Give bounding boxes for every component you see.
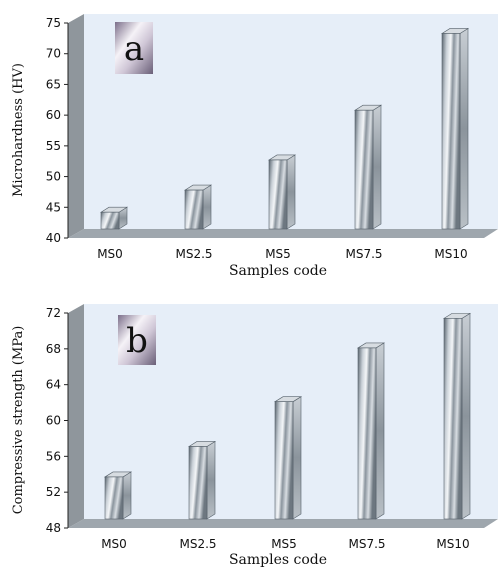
category-label: MS7.5	[345, 247, 382, 261]
panel-a-side-wall	[68, 14, 84, 238]
panel-b-y-axis-title: Compressive strength (MPa)	[11, 326, 26, 515]
y-tick-label: 56	[46, 449, 61, 463]
bar	[189, 441, 215, 519]
bar-side	[376, 343, 384, 519]
panel-a-categories: MS0 MS2.5 MS5 MS7.5 MS10	[97, 247, 467, 261]
panel-a-letter: a	[124, 29, 144, 69]
y-tick-label: 45	[46, 200, 61, 214]
bar-side	[287, 155, 295, 229]
bar-front	[442, 33, 460, 229]
bar	[185, 185, 211, 229]
panel-a-y-ticks: 40 45 50 55 60 65 70 75	[46, 16, 68, 245]
bar-front	[101, 212, 119, 229]
category-label: MS5	[265, 247, 291, 261]
panel-b-label-box: b	[118, 315, 156, 365]
panel-b-x-axis-title: Samples code	[229, 552, 327, 567]
bar	[444, 313, 470, 519]
category-label: MS10	[434, 247, 467, 261]
panel-b-floor	[68, 519, 498, 528]
y-tick-label: 70	[46, 47, 61, 61]
panel-b-categories: MS0 MS2.5 MS5 MS7.5 MS10	[101, 537, 469, 551]
bar-side	[123, 472, 131, 519]
bar	[275, 397, 301, 519]
bar-side	[462, 313, 470, 519]
bar-front	[275, 402, 293, 519]
category-label: MS5	[271, 537, 297, 551]
panel-b-y-ticks: 48 52 56 60 64 68 72	[46, 306, 68, 535]
panel-b-side-wall	[68, 304, 84, 528]
panel-b-letter: b	[126, 321, 148, 361]
y-tick-label: 65	[46, 77, 61, 91]
bar-front	[185, 190, 203, 229]
panel-b: 48 52 56 60 64 68 72 MS0 MS2.5 MS5 MS7.5 MS10 b Co…	[11, 304, 498, 567]
bar	[442, 28, 468, 229]
y-tick-label: 60	[46, 414, 61, 428]
category-label: MS0	[101, 537, 127, 551]
y-tick-label: 60	[46, 108, 61, 122]
panel-a-y-axis-title: Microhardness (HV)	[11, 63, 26, 197]
panel-a-label-box: a	[115, 22, 153, 74]
bar-side	[373, 105, 381, 229]
bar-side	[460, 28, 468, 229]
panel-a-floor	[68, 229, 498, 238]
category-label: MS2.5	[179, 537, 216, 551]
y-tick-label: 55	[46, 139, 61, 153]
y-tick-label: 68	[46, 342, 61, 356]
y-tick-label: 48	[46, 521, 61, 535]
y-tick-label: 64	[46, 378, 61, 392]
category-label: MS0	[97, 247, 123, 261]
y-tick-label: 72	[46, 306, 61, 320]
y-tick-label: 50	[46, 170, 61, 184]
category-label: MS10	[436, 537, 469, 551]
bar	[269, 155, 295, 229]
y-tick-label: 75	[46, 16, 61, 30]
bar-front	[269, 160, 287, 229]
y-tick-label: 52	[46, 485, 61, 499]
bar	[105, 472, 131, 519]
bar-front	[105, 477, 123, 519]
bar-front	[189, 446, 207, 519]
bar-side	[293, 397, 301, 519]
bar-front	[444, 318, 462, 519]
bar	[355, 105, 381, 229]
bar-front	[358, 348, 376, 519]
bar-side	[203, 185, 211, 229]
panel-a-x-axis-title: Samples code	[229, 263, 327, 279]
bar	[358, 343, 384, 519]
category-label: MS2.5	[175, 247, 212, 261]
bar-front	[355, 110, 373, 229]
bar-side	[207, 441, 215, 519]
bar	[101, 207, 127, 229]
category-label: MS7.5	[348, 537, 385, 551]
y-tick-label: 40	[46, 231, 61, 245]
